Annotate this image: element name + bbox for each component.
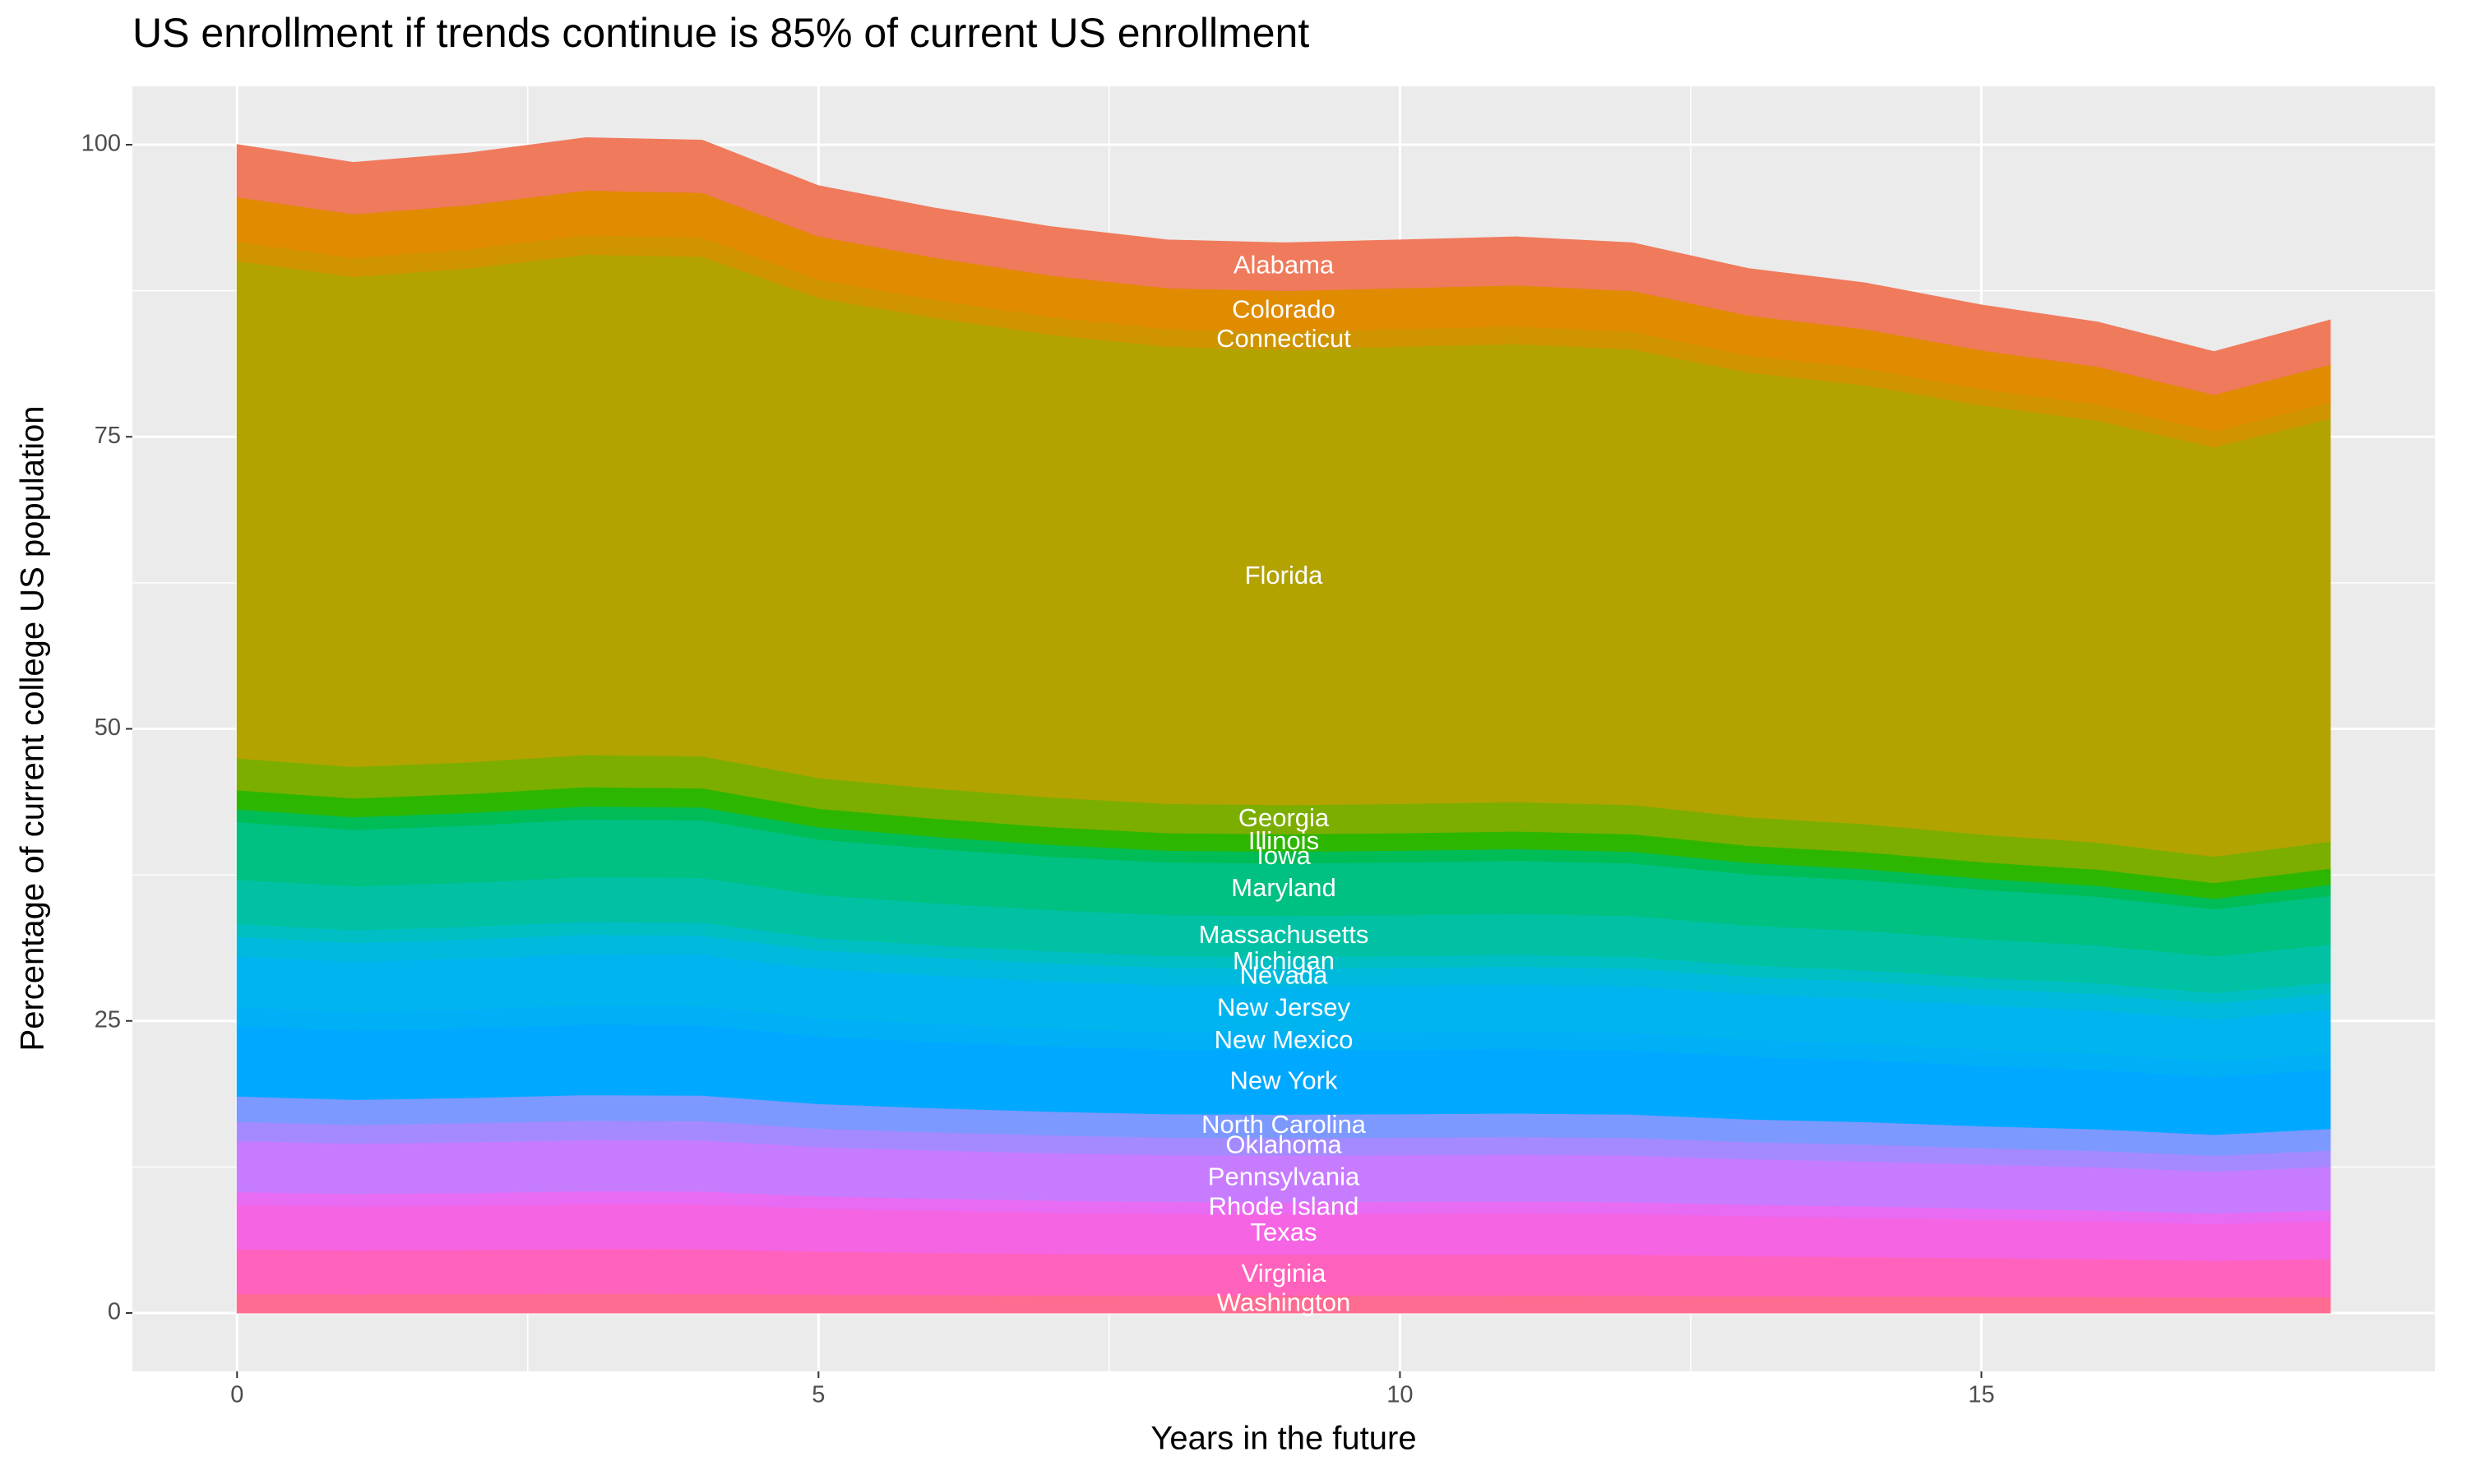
chart-title: US enrollment if trends continue is 85% … (132, 10, 1309, 56)
area-label: Connecticut (1216, 324, 1351, 353)
area-label: Georgia (1238, 803, 1330, 832)
area-label: Colorado (1232, 295, 1335, 324)
y-tick-label: 50 (95, 714, 121, 741)
x-tick-label: 10 (1386, 1382, 1413, 1408)
area-label: New Jersey (1217, 993, 1350, 1022)
area-label: Virginia (1242, 1259, 1327, 1288)
x-tick-label: 15 (1968, 1382, 1994, 1408)
area-label: Florida (1245, 561, 1324, 589)
y-tick-label: 100 (81, 131, 121, 157)
area-label: Maryland (1231, 873, 1336, 902)
x-tick-label: 5 (812, 1382, 825, 1408)
area-label: Washington (1217, 1288, 1351, 1316)
y-axis-title: Percentage of current college US populat… (15, 406, 51, 1052)
area-label: Alabama (1234, 251, 1335, 280)
y-tick-label: 25 (95, 1006, 121, 1033)
x-axis-title: Years in the future (1150, 1421, 1416, 1457)
area-label: North Carolina (1201, 1110, 1367, 1139)
area-label: Massachusetts (1199, 920, 1369, 949)
area-label: Illinois (1248, 826, 1319, 855)
area-label: Pennsylvania (1208, 1163, 1360, 1191)
area-label: Texas (1251, 1218, 1317, 1246)
area-label: New York (1230, 1066, 1338, 1095)
area-label: Iowa (1257, 841, 1311, 870)
area-label: New Mexico (1215, 1025, 1354, 1054)
area-label: Nevada (1240, 961, 1329, 990)
x-tick-label: 0 (230, 1382, 243, 1408)
area (236, 137, 2331, 395)
area-label: Michigan (1233, 946, 1335, 975)
area-label: Oklahoma (1225, 1130, 1342, 1159)
area-label: Rhode Island (1209, 1191, 1359, 1220)
y-tick-label: 75 (95, 423, 121, 449)
y-tick-label: 0 (108, 1299, 121, 1325)
